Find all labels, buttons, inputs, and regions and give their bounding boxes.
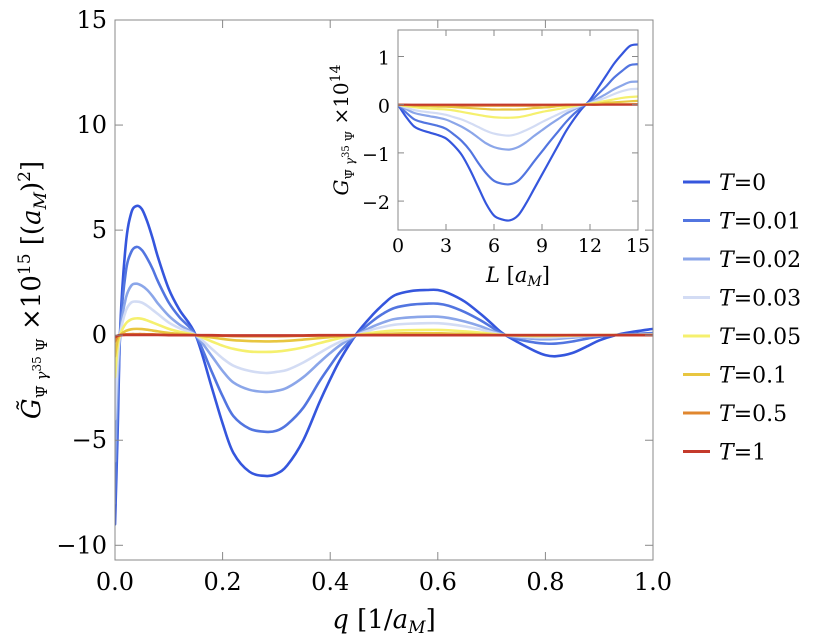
legend-item: T=0.02 <box>683 248 801 273</box>
main-series-t-0-01 <box>115 245 653 505</box>
main-y-tick-label: 5 <box>92 216 107 244</box>
inset-series-t-0 <box>398 43 638 222</box>
inset-x-tick-label: 6 <box>488 235 500 257</box>
inset-x-tick-label: 9 <box>536 235 548 257</box>
main-series-t-1 <box>115 333 653 339</box>
inset-y-axis-label: GΨ̄ γ35 Ψ ×1014 <box>328 64 357 195</box>
main-x-tick-label: 0.0 <box>96 568 134 596</box>
legend-item: T=0 <box>683 171 766 196</box>
legend: T=0 T=0.01 T=0.02 T=0.03 T=0.05 T=0.1 T=0.5 T=1 <box>683 171 801 466</box>
inset-x-tick-label: 12 <box>578 235 602 257</box>
inset-series-t-0-03 <box>398 87 638 137</box>
main-x-tick-label: 0.2 <box>204 568 242 596</box>
main-y-tick-labels: −10 −5 0 5 10 15 <box>56 6 107 559</box>
main-series-t-0-03 <box>115 300 653 421</box>
main-ticks <box>114 19 654 560</box>
legend-label: T=0.05 <box>719 325 801 350</box>
main-series-t-0 <box>115 204 653 526</box>
main-series-t-0-02 <box>115 282 653 463</box>
inset-background <box>398 30 638 230</box>
inset-series-t-0-01 <box>398 63 638 186</box>
main-y-tick-label: −5 <box>72 426 107 454</box>
inset-y-tick-label: −2 <box>362 192 390 214</box>
legend-label: T=0.1 <box>719 364 787 389</box>
main-y-axis-label: G̃Ψ̄ γ35 Ψ ×1015 [(aM)2] <box>15 161 51 419</box>
main-x-tick-label: 0.8 <box>526 568 564 596</box>
main-y-tick-label: −10 <box>56 531 107 559</box>
legend-item: T=0.01 <box>683 210 801 235</box>
main-x-tick-label: 0.4 <box>311 568 349 596</box>
inset-curves <box>398 43 638 222</box>
legend-label: T=1 <box>719 441 766 466</box>
inset-y-tick-label: 1 <box>378 48 390 70</box>
inset-frame <box>397 29 639 231</box>
legend-label: T=0.5 <box>719 402 787 427</box>
legend-item: T=0.05 <box>683 325 801 350</box>
inset-plot: 0 3 6 9 12 15 −2 −1 0 1 L [aM] GΨ̄ γ35 Ψ ×1014 <box>328 29 650 290</box>
inset-y-tick-labels: −2 −1 0 1 <box>362 48 390 215</box>
main-x-tick-label: 0.6 <box>419 568 457 596</box>
inset-x-axis-label: L [aM] <box>485 263 550 290</box>
legend-item: T=0.5 <box>683 402 787 427</box>
inset-x-tick-label: 3 <box>440 235 452 257</box>
inset-y-tick-label: 0 <box>378 96 390 118</box>
main-y-tick-label: 10 <box>76 111 107 139</box>
legend-item: T=0.03 <box>683 287 801 312</box>
legend-label: T=0 <box>719 171 766 196</box>
inset-x-tick-label: 15 <box>626 235 650 257</box>
main-x-tick-label: 1.0 <box>634 568 672 596</box>
legend-label: T=0.01 <box>719 210 801 235</box>
main-frame <box>114 19 654 561</box>
inset-series-t-0-05 <box>398 95 638 119</box>
main-y-tick-label: 15 <box>76 6 107 34</box>
legend-item: T=1 <box>683 441 766 466</box>
inset-x-tick-label: 0 <box>392 235 404 257</box>
inset-series-t-0-02 <box>398 80 638 151</box>
inset-x-tick-labels: 0 3 6 9 12 15 <box>392 235 650 257</box>
main-y-tick-label: 0 <box>92 321 107 349</box>
inset-y-tick-label: −1 <box>362 144 390 166</box>
inset-ticks <box>397 30 639 230</box>
main-curves <box>115 204 653 526</box>
main-x-tick-labels: 0.0 0.2 0.4 0.6 0.8 1.0 <box>96 568 672 596</box>
main-x-axis-label: q [1/aM] <box>332 605 435 638</box>
legend-label: T=0.02 <box>719 248 801 273</box>
legend-label: T=0.03 <box>719 287 801 312</box>
legend-item: T=0.1 <box>683 364 787 389</box>
